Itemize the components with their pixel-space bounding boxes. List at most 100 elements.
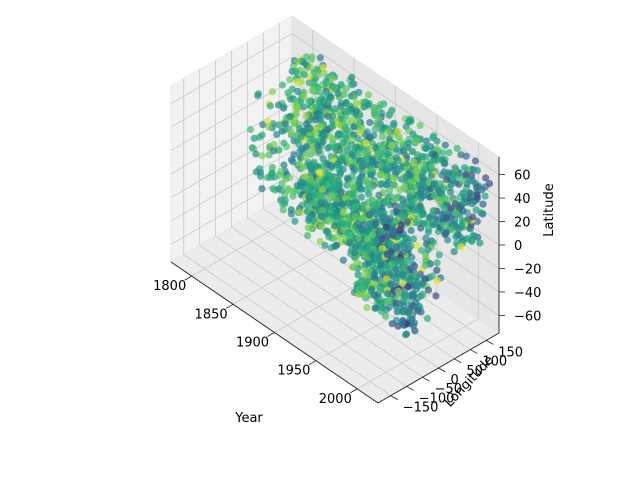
z-tick-label: 60 xyxy=(514,169,531,184)
z-tick-label: 20 xyxy=(514,216,531,231)
data-point xyxy=(301,60,309,68)
data-point xyxy=(257,172,265,180)
data-point xyxy=(399,248,407,256)
data-point xyxy=(319,155,327,163)
data-point xyxy=(354,271,362,279)
data-point xyxy=(344,146,352,154)
data-point xyxy=(317,199,325,207)
data-point xyxy=(413,278,421,286)
data-point xyxy=(360,285,368,293)
y-tick xyxy=(390,395,398,400)
data-point xyxy=(365,91,373,99)
data-point xyxy=(473,191,481,199)
data-point xyxy=(433,277,441,285)
data-point xyxy=(384,290,392,298)
data-point xyxy=(468,200,476,208)
data-point xyxy=(400,302,408,310)
data-point xyxy=(324,229,332,237)
data-point xyxy=(348,73,356,81)
data-point xyxy=(339,220,347,228)
data-point xyxy=(320,69,328,77)
data-point xyxy=(351,249,359,257)
data-point xyxy=(349,191,357,199)
data-point xyxy=(302,185,310,193)
data-point xyxy=(273,130,281,138)
data-point xyxy=(410,183,418,191)
data-point xyxy=(390,227,398,235)
data-point xyxy=(422,137,430,145)
data-point xyxy=(348,116,356,124)
data-point xyxy=(404,139,413,147)
data-point xyxy=(385,268,393,276)
data-point xyxy=(335,181,343,189)
x-tick-label: 1950 xyxy=(277,364,310,379)
data-point xyxy=(331,242,339,250)
x-tick-label: 1850 xyxy=(195,307,228,322)
data-point xyxy=(346,231,354,239)
data-point xyxy=(286,75,294,84)
data-point xyxy=(469,213,477,221)
data-point xyxy=(404,308,412,316)
data-point xyxy=(447,181,455,189)
data-point xyxy=(479,200,487,208)
y-tick-label: 50 xyxy=(466,364,483,379)
data-point xyxy=(430,220,439,228)
data-point xyxy=(424,286,433,294)
data-point xyxy=(362,260,370,268)
data-point xyxy=(419,290,427,298)
data-point xyxy=(338,156,346,164)
data-point xyxy=(416,121,424,129)
data-point xyxy=(363,128,371,136)
data-point xyxy=(326,132,334,140)
data-point xyxy=(343,107,351,115)
data-point xyxy=(293,58,301,66)
data-point xyxy=(344,199,352,207)
data-point xyxy=(385,303,393,312)
data-point xyxy=(408,199,416,207)
data-point xyxy=(386,215,394,223)
y-tick-label: −50 xyxy=(435,382,462,397)
data-point xyxy=(348,141,356,149)
data-point xyxy=(482,174,490,182)
data-point xyxy=(471,157,479,165)
data-point xyxy=(297,133,305,141)
data-point xyxy=(452,223,460,231)
data-point xyxy=(382,198,390,206)
data-point xyxy=(379,213,388,221)
data-point xyxy=(386,240,394,248)
data-point xyxy=(307,224,315,232)
data-point xyxy=(364,277,372,285)
y-tick-label: −150 xyxy=(403,401,439,416)
data-point xyxy=(409,235,417,243)
x-tick-label: 1800 xyxy=(153,279,186,294)
data-point xyxy=(375,253,383,261)
data-point xyxy=(422,255,430,263)
data-point xyxy=(446,188,455,196)
data-point xyxy=(453,144,461,152)
data-point xyxy=(414,307,422,315)
x-tick-label: 1900 xyxy=(236,336,269,351)
data-point xyxy=(384,297,393,305)
data-point xyxy=(320,97,328,105)
data-point xyxy=(440,205,448,213)
x-tick xyxy=(350,388,358,394)
data-point xyxy=(321,241,329,249)
data-point xyxy=(378,133,386,141)
data-point xyxy=(330,222,338,230)
data-point xyxy=(306,214,314,222)
data-point xyxy=(304,232,312,240)
data-point xyxy=(280,139,288,147)
data-point xyxy=(280,161,288,169)
data-point xyxy=(473,167,481,175)
gridline-y xyxy=(199,69,407,387)
data-point xyxy=(347,81,356,89)
data-point xyxy=(462,152,470,160)
data-point xyxy=(357,193,365,201)
data-point xyxy=(275,171,283,179)
y-tick-label: 150 xyxy=(498,345,523,360)
data-point xyxy=(319,206,327,214)
data-point xyxy=(428,272,437,280)
data-point xyxy=(403,218,411,226)
data-point xyxy=(360,220,368,228)
data-point xyxy=(319,64,327,72)
